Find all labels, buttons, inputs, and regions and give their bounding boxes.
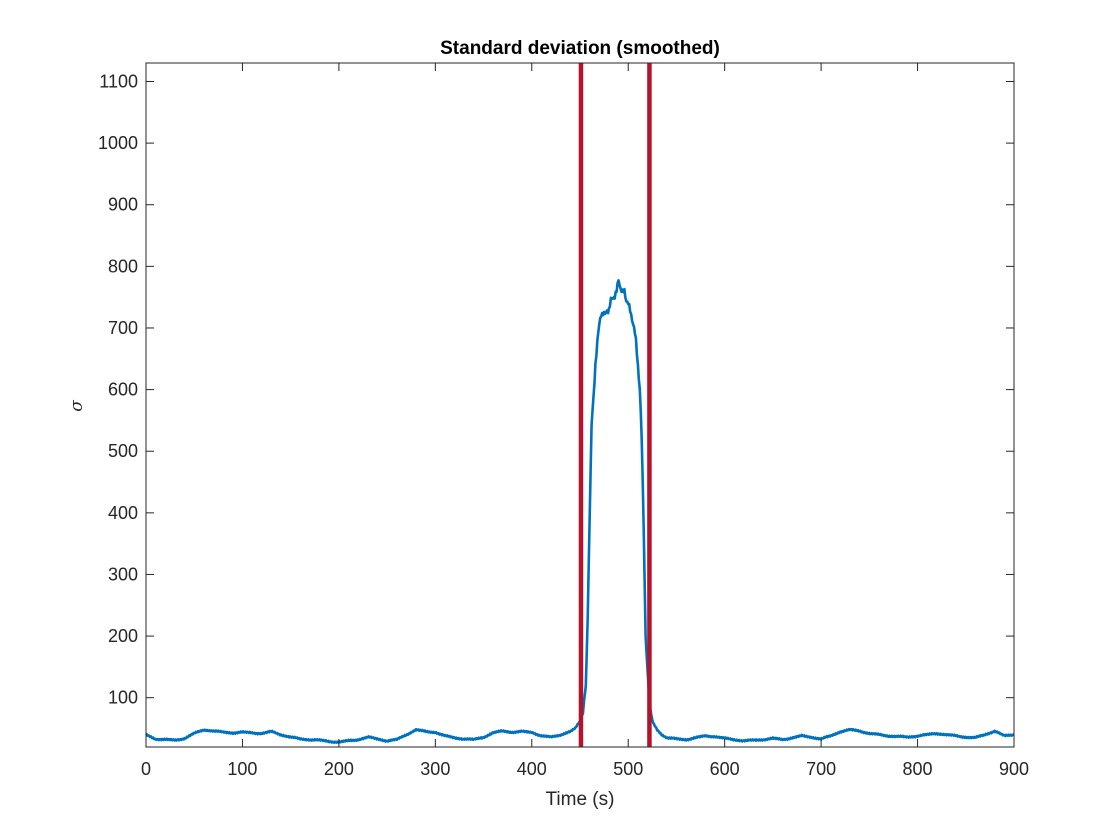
y-tick-label: 1100: [99, 71, 138, 91]
data-series-line: [146, 279, 1014, 745]
x-tick-label: 700: [806, 759, 836, 779]
x-axis-label: Time (s): [546, 789, 615, 810]
y-tick-label: 500: [108, 441, 138, 461]
x-tick-label: 800: [903, 759, 933, 779]
y-tick-label: 1000: [98, 133, 138, 153]
y-axis-label: σ: [67, 400, 87, 412]
x-tick-label: 600: [710, 759, 740, 779]
axes-box: [145, 62, 1015, 748]
x-tick-label: 200: [324, 759, 354, 779]
y-tick-label: 300: [108, 564, 138, 584]
y-tick-label: 700: [108, 318, 138, 338]
x-tick-label: 400: [517, 759, 547, 779]
x-tick-label: 900: [999, 759, 1029, 779]
y-tick-label: 100: [108, 688, 138, 708]
y-tick-label: 800: [108, 256, 138, 276]
x-tick-label: 100: [227, 759, 257, 779]
x-tick-label: 300: [420, 759, 450, 779]
x-tick-label: 0: [141, 759, 151, 779]
x-tick-label: 500: [613, 759, 643, 779]
y-tick-label: 900: [108, 195, 138, 215]
y-tick-label: 400: [108, 503, 138, 523]
y-tick-label: 600: [108, 380, 138, 400]
chart-title: Standard deviation (smoothed): [440, 38, 720, 59]
y-tick-label: 200: [108, 626, 138, 646]
